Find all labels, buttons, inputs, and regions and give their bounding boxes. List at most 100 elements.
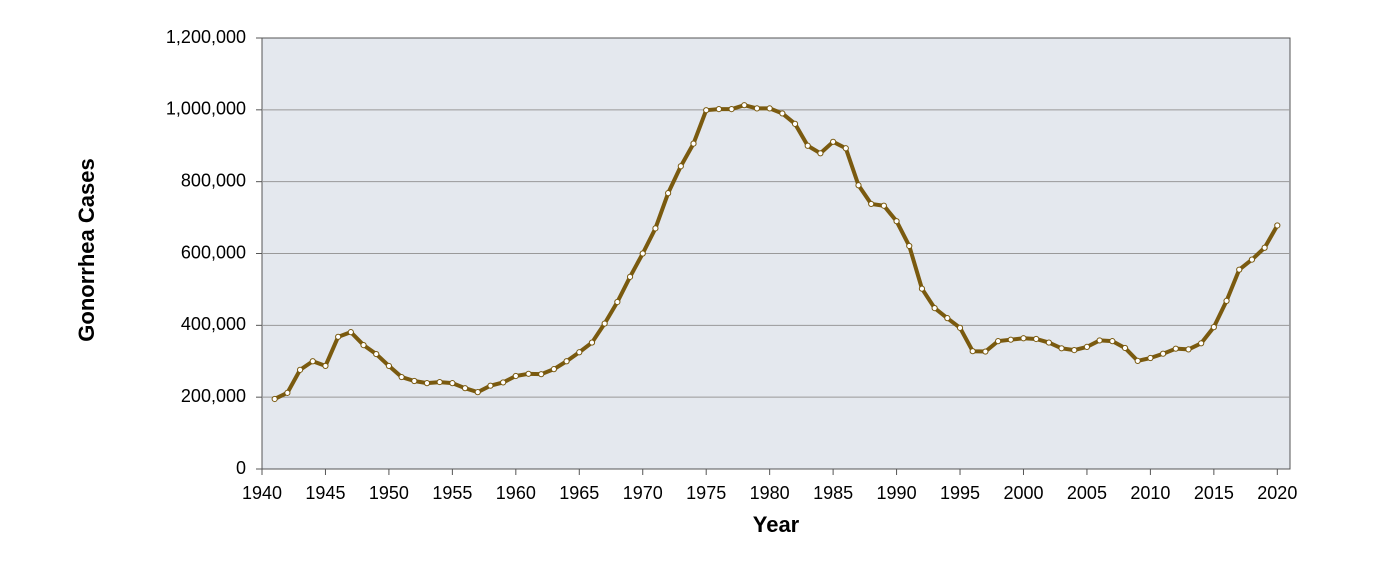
x-tick-label: 2015	[1194, 483, 1234, 503]
x-tick-label: 2010	[1130, 483, 1170, 503]
x-tick-label: 1980	[750, 483, 790, 503]
point	[1045, 339, 1052, 346]
y-tick-label: 600,000	[181, 242, 246, 262]
point	[817, 150, 824, 157]
point	[626, 273, 634, 280]
point	[1033, 335, 1040, 343]
point	[1223, 297, 1230, 305]
point	[1134, 357, 1141, 364]
point	[639, 250, 646, 257]
point	[436, 378, 443, 386]
point	[1083, 343, 1091, 350]
point	[449, 380, 456, 387]
x-tick-label: 1965	[559, 483, 599, 503]
x-tick-label: 2020	[1257, 483, 1297, 503]
point	[791, 120, 799, 127]
point	[385, 362, 393, 370]
y-tick-label: 0	[236, 458, 246, 478]
point	[474, 389, 481, 396]
point	[982, 348, 989, 355]
x-tick-label: 1950	[369, 483, 409, 503]
point	[779, 110, 786, 117]
point	[1159, 350, 1167, 357]
x-tick-label: 1945	[305, 483, 345, 503]
point	[956, 324, 964, 331]
point	[1007, 336, 1014, 343]
point	[918, 285, 926, 292]
point	[309, 358, 316, 365]
x-tick-label: 1975	[686, 483, 726, 503]
point	[1198, 340, 1205, 347]
point	[1248, 256, 1256, 263]
point	[677, 163, 684, 170]
y-tick-label: 800,000	[181, 170, 246, 190]
point	[830, 138, 837, 145]
point	[601, 320, 608, 327]
point	[487, 382, 494, 389]
point	[906, 242, 913, 250]
point	[1147, 354, 1154, 362]
x-axis-title: Year	[753, 512, 800, 537]
point	[766, 105, 773, 112]
point	[652, 225, 659, 232]
y-tick-label: 1,200,000	[166, 27, 246, 47]
point	[271, 395, 278, 403]
point	[741, 102, 748, 109]
point	[525, 370, 532, 377]
point	[538, 371, 545, 378]
point	[690, 140, 697, 147]
x-tick-label: 1985	[813, 483, 853, 503]
x-tick-label: 2000	[1003, 483, 1043, 503]
point	[703, 107, 710, 114]
point	[1096, 337, 1103, 344]
point	[563, 358, 570, 365]
point	[868, 200, 875, 208]
point	[855, 182, 862, 189]
point	[284, 389, 291, 396]
point	[1210, 324, 1217, 331]
y-tick-label: 400,000	[181, 314, 246, 334]
point	[360, 341, 367, 349]
x-tick-label: 1955	[432, 483, 472, 503]
point	[1058, 345, 1065, 352]
point	[753, 105, 761, 112]
point	[880, 202, 887, 209]
point	[576, 349, 583, 356]
y-tick-label: 200,000	[181, 386, 246, 406]
point	[614, 298, 621, 306]
point	[842, 145, 849, 152]
point	[373, 350, 380, 358]
x-tick-label: 1970	[623, 483, 663, 503]
point	[1274, 222, 1281, 229]
point	[335, 333, 342, 340]
point	[944, 315, 951, 322]
point	[398, 373, 405, 381]
point	[322, 362, 329, 370]
point	[969, 348, 976, 355]
point	[665, 190, 672, 197]
point	[1121, 344, 1129, 352]
point	[715, 106, 722, 113]
point	[1261, 244, 1268, 251]
point	[728, 106, 735, 113]
point	[1236, 266, 1243, 273]
y-tick-label: 1,000,000	[166, 99, 246, 119]
point	[994, 338, 1002, 345]
point	[500, 379, 507, 386]
point	[347, 329, 354, 336]
point	[1172, 345, 1179, 352]
x-tick-label: 1940	[242, 483, 282, 503]
point	[550, 366, 558, 373]
point	[804, 142, 811, 149]
point	[588, 339, 596, 346]
point	[1071, 347, 1078, 354]
y-axis-title: Gonorrhea Cases	[74, 158, 99, 341]
point	[296, 366, 304, 373]
point	[1109, 338, 1116, 345]
point	[512, 372, 519, 380]
point	[423, 380, 431, 387]
point	[461, 385, 469, 392]
x-tick-label: 2005	[1067, 483, 1107, 503]
point	[1020, 335, 1027, 342]
